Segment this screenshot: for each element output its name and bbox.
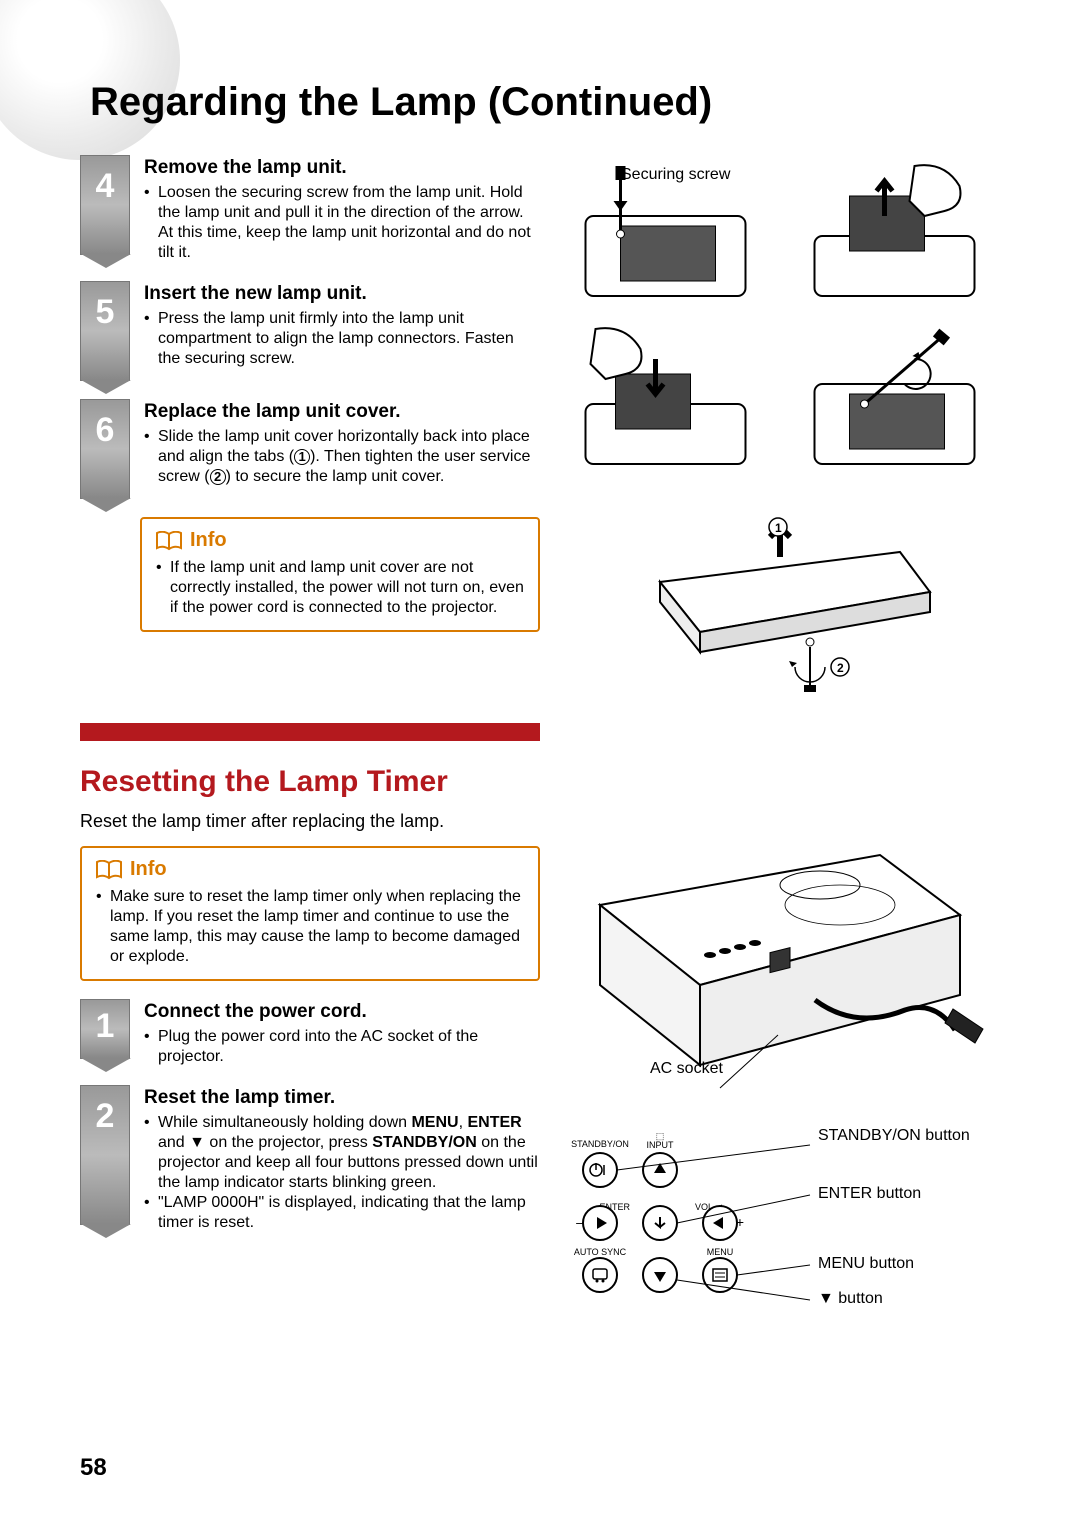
- lower-columns: Resetting the Lamp Timer Reset the lamp …: [80, 765, 1000, 1315]
- step-6-text: Slide the lamp unit cover horizontally b…: [144, 427, 540, 487]
- step-b1-number: 1: [80, 999, 130, 1059]
- step-5-text: Press the lamp unit firmly into the lamp…: [144, 309, 540, 369]
- upper-right-illustrations: Securing screw: [560, 155, 1000, 713]
- step-5: 5 Insert the new lamp unit. Press the la…: [80, 281, 540, 381]
- illus-remove-screw: Securing screw: [561, 156, 770, 306]
- step-5-title: Insert the new lamp unit.: [144, 283, 540, 305]
- enter-button-label: ENTER button: [818, 1185, 921, 1203]
- lower-left-col: Resetting the Lamp Timer Reset the lamp …: [80, 765, 540, 1315]
- ac-socket-label: AC socket: [650, 1060, 723, 1078]
- section-2-title: Resetting the Lamp Timer: [80, 765, 540, 799]
- step-b1-text: Plug the power cord into the AC socket o…: [144, 1027, 540, 1067]
- step-6: 6 Replace the lamp unit cover. Slide the…: [80, 399, 540, 499]
- lower-right-col: AC socket STANDBY/ON ⬚ INPUT ENTER VOL ◢: [560, 765, 1000, 1315]
- info-2-label: Info: [130, 858, 167, 881]
- projector-illustration: AC socket: [560, 765, 1000, 1125]
- svg-text:INPUT: INPUT: [647, 1140, 675, 1150]
- step-4-number: 4: [80, 155, 130, 255]
- standby-on-button-label: STANDBY/ON button: [818, 1127, 970, 1145]
- step-b1: 1 Connect the power cord. Plug the power…: [80, 999, 540, 1067]
- svg-text:2: 2: [837, 661, 844, 675]
- step-b2-number: 2: [80, 1085, 130, 1225]
- svg-text:AUTO SYNC: AUTO SYNC: [574, 1247, 627, 1257]
- step-4-title: Remove the lamp unit.: [144, 157, 540, 179]
- menu-button-label: MENU button: [818, 1255, 914, 1273]
- step-b1-title: Connect the power cord.: [144, 1001, 540, 1023]
- section-2-intro: Reset the lamp timer after replacing the…: [80, 811, 540, 832]
- step-6-number: 6: [80, 399, 130, 499]
- step-6-title: Replace the lamp unit cover.: [144, 401, 540, 423]
- upper-left-col: 4 Remove the lamp unit. Loosen the secur…: [80, 155, 540, 713]
- info-icon: [96, 860, 122, 880]
- svg-text:1: 1: [775, 521, 782, 535]
- button-panel-diagram: STANDBY/ON ⬚ INPUT ENTER VOL ◢ –: [560, 1085, 1000, 1315]
- step-b2-title: Reset the lamp timer.: [144, 1087, 540, 1109]
- info-1-text: If the lamp unit and lamp unit cover are…: [156, 558, 524, 618]
- illus-cover-replace: 1 2: [561, 492, 999, 692]
- info-box-2: Info Make sure to reset the lamp timer o…: [80, 846, 540, 981]
- illus-pull-lamp: [790, 156, 999, 306]
- info-2-text: Make sure to reset the lamp timer only w…: [96, 887, 524, 967]
- step-b2-bullet-2: "LAMP 0000H" is displayed, indicating th…: [144, 1193, 540, 1233]
- standby-small-label: STANDBY/ON: [571, 1139, 629, 1149]
- illus-fasten-screw: [790, 324, 999, 474]
- step-5-number: 5: [80, 281, 130, 381]
- step-b2-bullet-1: While simultaneously holding down MENU, …: [144, 1113, 540, 1193]
- info-box-1: Info If the lamp unit and lamp unit cove…: [140, 517, 540, 632]
- down-button-label: ▼ button: [818, 1290, 883, 1308]
- svg-text:MENU: MENU: [707, 1247, 734, 1257]
- info-1-label: Info: [190, 529, 227, 552]
- securing-screw-label: Securing screw: [621, 166, 730, 184]
- section-separator-bar: [80, 723, 540, 741]
- page-number: 58: [80, 1454, 107, 1482]
- illus-insert-lamp: [561, 324, 770, 474]
- page: Regarding the Lamp (Continued) 4 Remove …: [0, 0, 1080, 1355]
- info-icon: [156, 531, 182, 551]
- svg-text:+: +: [736, 1214, 744, 1230]
- step-4-text: Loosen the securing screw from the lamp …: [144, 183, 540, 263]
- page-title: Regarding the Lamp (Continued): [90, 80, 1000, 125]
- step-b2: 2 Reset the lamp timer. While simultaneo…: [80, 1085, 540, 1233]
- step-4: 4 Remove the lamp unit. Loosen the secur…: [80, 155, 540, 263]
- upper-columns: 4 Remove the lamp unit. Loosen the secur…: [80, 155, 1000, 713]
